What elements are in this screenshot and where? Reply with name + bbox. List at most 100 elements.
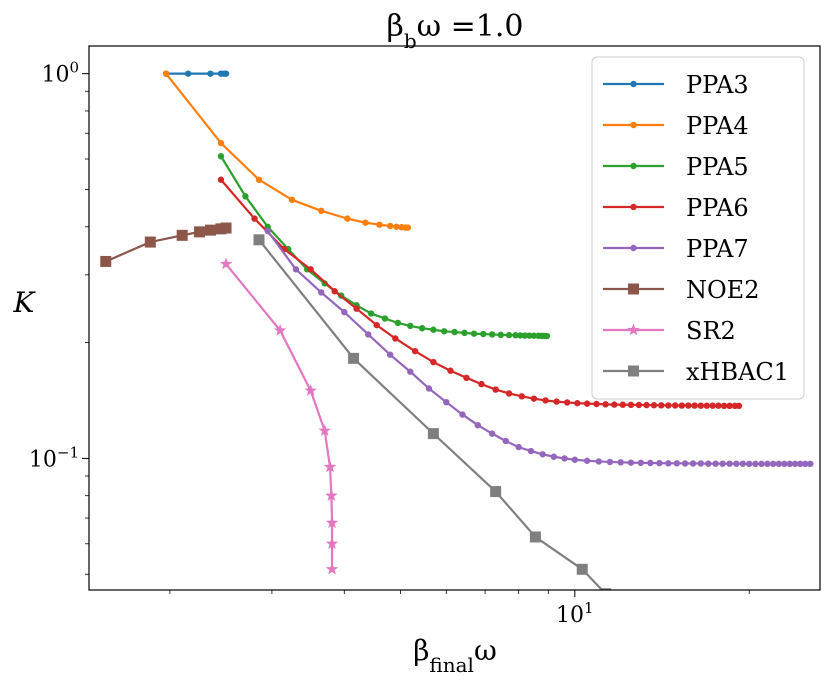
data-point-ppa5 <box>480 330 487 338</box>
data-point-sr2 <box>273 324 287 336</box>
data-point-ppa4 <box>344 215 351 222</box>
series-sr2 <box>219 257 339 575</box>
data-point-ppa6 <box>307 266 314 273</box>
data-point-xhbac1 <box>253 234 265 246</box>
data-point-xhbac1 <box>348 352 360 364</box>
data-point-ppa6 <box>720 402 728 410</box>
data-point-ppa7 <box>527 447 535 455</box>
series-ppa7 <box>264 227 814 468</box>
data-point-ppa5 <box>461 329 468 337</box>
data-point-ppa7 <box>681 460 689 467</box>
data-point-ppa6 <box>697 402 705 409</box>
legend-box <box>591 56 805 400</box>
data-point-ppa6 <box>643 401 650 409</box>
data-point-ppa3 <box>184 70 192 77</box>
data-point-ppa6 <box>735 402 743 410</box>
legend-label-ppa4: PPA4 <box>686 112 749 140</box>
axes-frame <box>88 45 821 591</box>
data-point-ppa6 <box>650 402 658 409</box>
data-point-ppa7 <box>673 460 681 467</box>
series-noe2 <box>100 222 232 267</box>
x-tick-label: 101 <box>556 599 594 628</box>
data-point-ppa5 <box>440 328 448 335</box>
data-point-ppa6 <box>619 401 626 408</box>
data-point-ppa7 <box>775 460 783 468</box>
data-point-ppa6 <box>505 390 513 397</box>
legend: PPA3 PPA4 PPA5 PPA6 PPA7 NOE2 SR2 xHBAC1 <box>591 56 805 400</box>
data-point-xhbac1 <box>576 563 588 575</box>
legend-label-ppa6: PPA6 <box>686 194 749 222</box>
data-point-ppa7 <box>786 460 793 468</box>
data-point-sr2 <box>219 257 233 270</box>
data-point-ppa6 <box>392 335 399 342</box>
data-point-xhbac1 <box>427 428 439 440</box>
data-point-ppa6 <box>703 402 711 409</box>
data-point-ppa7 <box>769 460 777 468</box>
y-axis-label: K <box>13 286 37 319</box>
data-point-ppa7 <box>502 437 509 445</box>
data-point-ppa5 <box>526 332 533 339</box>
data-point-ppa7 <box>386 351 394 358</box>
data-point-ppa4 <box>255 176 263 183</box>
data-point-sr2 <box>325 562 339 575</box>
data-point-ppa7 <box>474 421 481 429</box>
data-point-ppa7 <box>550 453 558 460</box>
data-point-ppa4 <box>362 219 369 226</box>
data-point-ppa4 <box>376 221 383 228</box>
data-point-ppa5 <box>521 332 529 339</box>
data-point-ppa7 <box>733 460 740 467</box>
series-ppa4 <box>162 70 412 231</box>
data-point-ppa6 <box>373 321 380 329</box>
data-point-ppa6 <box>602 401 609 408</box>
data-point-noe2 <box>194 226 206 238</box>
legend-label-ppa7: PPA7 <box>686 235 749 263</box>
data-point-ppa6 <box>542 397 549 404</box>
data-point-ppa7 <box>697 460 705 467</box>
data-point-sr2 <box>323 460 337 473</box>
data-point-noe2 <box>100 255 112 267</box>
data-point-ppa7 <box>539 451 546 458</box>
data-point-ppa5 <box>418 324 426 332</box>
legend-label-noe2: NOE2 <box>686 276 759 304</box>
data-point-ppa7 <box>561 455 568 462</box>
data-point-ppa5 <box>367 310 375 317</box>
legend-marker-xhbac1 <box>628 365 639 377</box>
series-layer <box>100 70 814 590</box>
legend-marker-ppa5 <box>630 162 637 170</box>
data-point-ppa6 <box>492 386 499 393</box>
data-point-xhbac1 <box>529 531 541 543</box>
legend-marker-ppa3 <box>630 80 637 88</box>
data-point-ppa6 <box>593 400 600 408</box>
data-point-sr2 <box>318 424 331 437</box>
data-point-ppa6 <box>430 358 437 366</box>
data-point-ppa6 <box>478 380 485 388</box>
data-point-ppa7 <box>264 227 271 235</box>
data-point-ppa6 <box>715 402 722 409</box>
legend-label-sr2: SR2 <box>686 317 736 345</box>
data-point-ppa5 <box>242 193 249 200</box>
data-point-ppa6 <box>574 399 581 407</box>
data-point-ppa6 <box>726 402 733 410</box>
legend-label-ppa3: PPA3 <box>686 71 749 99</box>
data-point-noe2 <box>176 229 188 241</box>
data-point-noe2 <box>204 224 216 236</box>
data-point-ppa7 <box>726 460 733 467</box>
data-point-ppa5 <box>407 322 414 330</box>
data-point-ppa7 <box>665 460 672 467</box>
major-ticks: 101 100 10−1 <box>29 59 594 628</box>
data-point-ppa6 <box>691 402 698 409</box>
data-point-ppa7 <box>807 460 814 468</box>
data-point-ppa7 <box>583 457 591 464</box>
y-tick-label: 100 <box>41 59 79 88</box>
data-point-noe2 <box>220 222 232 234</box>
data-point-ppa6 <box>411 347 419 355</box>
legend-marker-ppa4 <box>630 121 637 129</box>
data-point-ppa6 <box>658 402 665 409</box>
data-point-ppa6 <box>678 402 686 409</box>
data-point-ppa4 <box>217 139 225 147</box>
data-point-ppa7 <box>292 266 300 273</box>
data-point-ppa7 <box>637 459 645 467</box>
data-point-ppa5 <box>497 331 504 339</box>
data-point-ppa5 <box>505 331 513 339</box>
data-point-ppa7 <box>365 331 372 338</box>
